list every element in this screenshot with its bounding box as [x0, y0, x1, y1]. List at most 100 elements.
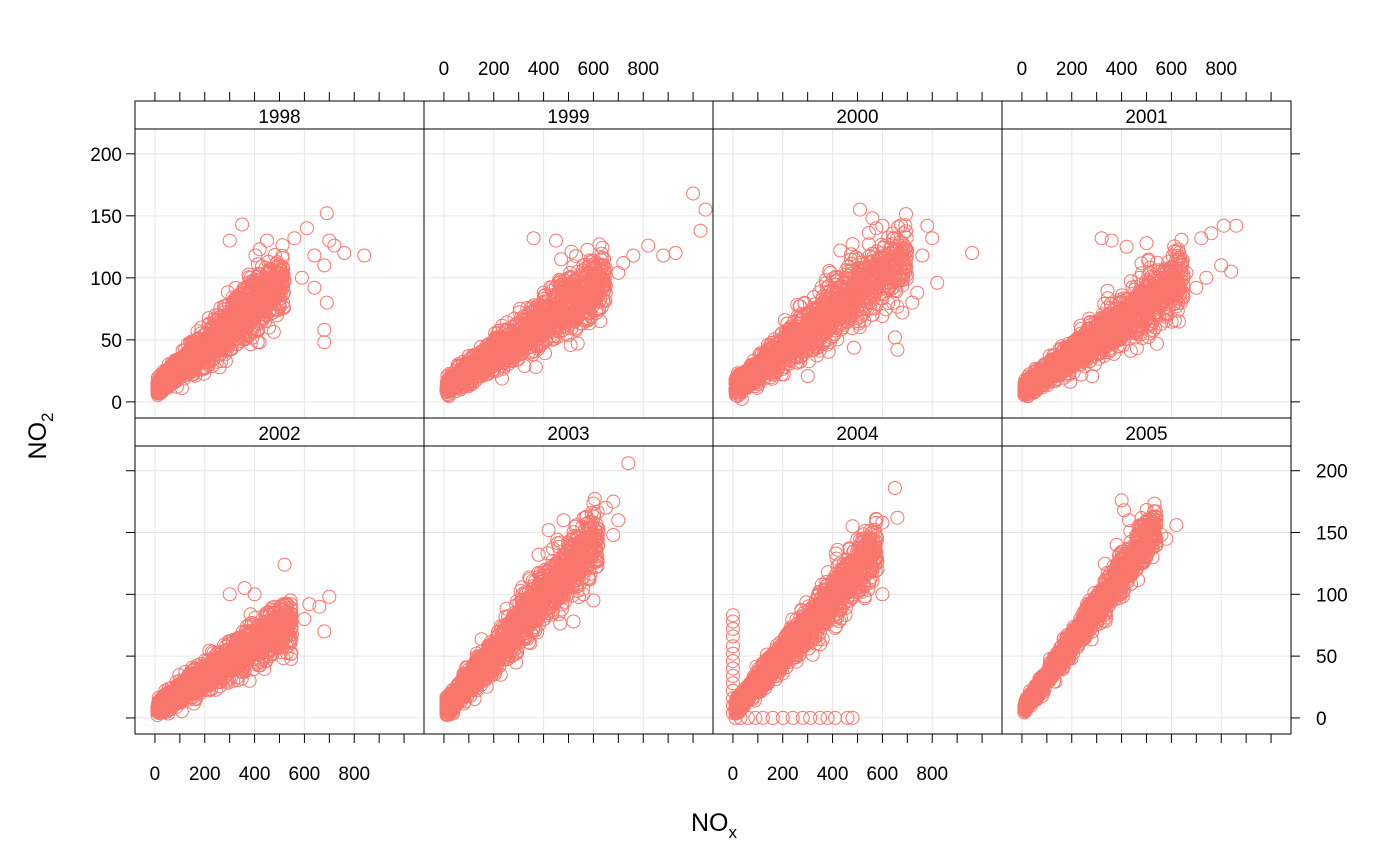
data-point-outlier: [322, 233, 337, 248]
data-point: [163, 366, 178, 381]
data-point: [898, 264, 913, 279]
data-point: [448, 374, 463, 389]
data-point: [188, 341, 203, 355]
data-point: [597, 293, 612, 308]
data-point: [895, 278, 910, 293]
data-point: [848, 250, 863, 265]
data-point: [167, 371, 182, 386]
data-point: [258, 314, 273, 329]
data-point: [895, 252, 910, 266]
data-point-outlier: [611, 265, 626, 280]
data-point: [880, 253, 895, 268]
data-point: [564, 292, 579, 307]
data-point: [484, 348, 499, 363]
data-point-outlier: [260, 233, 274, 248]
data-point: [833, 243, 848, 258]
data-point: [184, 358, 199, 373]
data-point-outlier: [287, 231, 302, 246]
data-point: [551, 276, 566, 291]
data-point: [559, 326, 574, 341]
data-point-outlier: [965, 246, 980, 260]
data-point: [245, 302, 260, 317]
data-point: [545, 310, 560, 325]
data-point-outlier: [890, 342, 905, 357]
data-point: [440, 369, 455, 383]
data-point: [224, 319, 239, 334]
data-point: [769, 357, 784, 372]
data-point: [781, 326, 796, 341]
data-point: [540, 319, 555, 334]
data-point: [493, 358, 508, 373]
data-point: [173, 352, 188, 367]
data-point-outlier: [549, 233, 563, 248]
data-point: [812, 306, 827, 321]
data-point: [508, 335, 523, 349]
data-point: [241, 313, 255, 327]
data-point: [467, 358, 482, 373]
data-point: [818, 273, 833, 288]
data-point: [459, 355, 474, 370]
data-point: [899, 207, 913, 222]
data-point: [592, 237, 607, 252]
data-point: [821, 344, 836, 359]
data-point: [815, 295, 830, 310]
data-point: [598, 278, 613, 293]
data-point: [728, 381, 743, 396]
data-point-outlier: [294, 270, 309, 285]
data-point: [272, 298, 287, 313]
data-point: [570, 336, 585, 351]
data-point: [578, 261, 593, 276]
data-point-outlier: [925, 231, 940, 246]
data-point: [204, 320, 219, 335]
data-point: [238, 321, 253, 336]
data-point-outlier: [252, 242, 267, 257]
data-point-outlier: [853, 202, 867, 217]
data-point: [222, 297, 236, 312]
data-point: [875, 309, 890, 324]
data-point: [255, 259, 269, 274]
data-point: [460, 369, 475, 384]
data-point: [564, 244, 579, 259]
data-point: [876, 257, 890, 272]
data-point-outlier: [626, 248, 641, 263]
data-point: [850, 280, 865, 295]
data-point: [241, 286, 256, 301]
data-point-outlier: [596, 280, 611, 295]
data-point: [259, 308, 274, 323]
data-point: [513, 301, 527, 316]
data-point: [222, 309, 237, 324]
data-point: [546, 312, 561, 327]
points-layer: [150, 186, 1244, 725]
data-point: [885, 253, 900, 268]
data-point: [545, 332, 560, 347]
data-point: [851, 298, 865, 313]
data-point: [795, 349, 809, 364]
data-point: [518, 336, 533, 351]
data-point: [829, 292, 844, 306]
data-point: [262, 263, 277, 278]
data-point: [454, 380, 468, 395]
data-point: [212, 343, 227, 357]
data-point-outlier: [576, 305, 591, 320]
data-point-outlier: [920, 218, 935, 233]
data-point: [873, 267, 888, 282]
data-point: [272, 280, 287, 295]
data-point: [229, 295, 244, 310]
data-point: [273, 259, 288, 274]
data-point: [809, 338, 824, 353]
data-point: [567, 314, 582, 329]
data-point: [800, 328, 815, 342]
data-point-outlier: [641, 238, 656, 253]
data-point: [520, 319, 535, 333]
data-point: [512, 305, 527, 320]
data-point: [554, 252, 569, 267]
data-point: [252, 266, 267, 281]
data-point-outlier: [307, 280, 322, 295]
data-point: [477, 345, 492, 360]
data-point: [522, 329, 537, 344]
data-point-outlier: [222, 233, 237, 248]
data-point: [496, 355, 511, 370]
data-point: [501, 342, 515, 357]
data-point-outlier: [616, 256, 631, 270]
data-point: [594, 259, 609, 274]
